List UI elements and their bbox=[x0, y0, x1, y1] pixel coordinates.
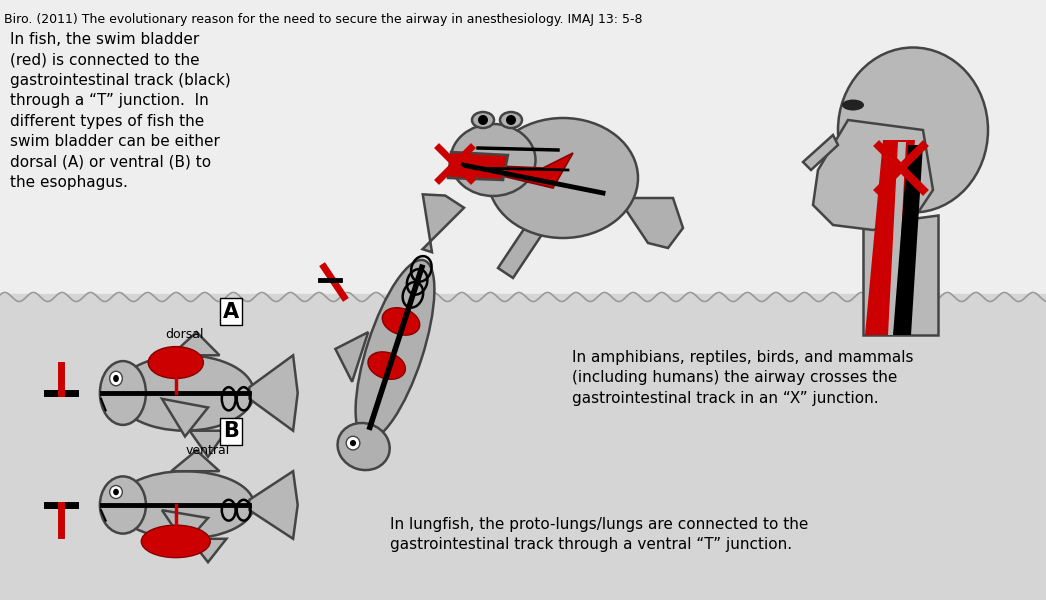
Ellipse shape bbox=[506, 115, 516, 125]
Polygon shape bbox=[893, 145, 923, 335]
Ellipse shape bbox=[346, 436, 360, 450]
Polygon shape bbox=[423, 194, 464, 252]
Polygon shape bbox=[888, 142, 906, 335]
Polygon shape bbox=[336, 332, 368, 382]
Ellipse shape bbox=[842, 100, 864, 110]
Text: B: B bbox=[223, 421, 238, 442]
Ellipse shape bbox=[368, 352, 406, 379]
Ellipse shape bbox=[838, 47, 988, 212]
Polygon shape bbox=[162, 399, 208, 437]
Polygon shape bbox=[249, 355, 298, 431]
Text: In amphibians, reptiles, birds, and mammals
(including humans) the airway crosse: In amphibians, reptiles, birds, and mamm… bbox=[572, 350, 913, 406]
Polygon shape bbox=[189, 431, 226, 457]
Ellipse shape bbox=[116, 471, 254, 539]
Ellipse shape bbox=[116, 355, 254, 431]
Ellipse shape bbox=[500, 112, 522, 128]
Ellipse shape bbox=[356, 260, 434, 440]
Polygon shape bbox=[162, 510, 208, 544]
Polygon shape bbox=[803, 135, 838, 170]
Polygon shape bbox=[172, 332, 220, 355]
Text: A: A bbox=[223, 302, 240, 322]
Ellipse shape bbox=[113, 375, 119, 382]
Ellipse shape bbox=[149, 347, 203, 379]
Ellipse shape bbox=[141, 525, 210, 557]
Ellipse shape bbox=[110, 485, 122, 499]
Ellipse shape bbox=[110, 371, 122, 386]
Text: Biro. (2011) The evolutionary reason for the need to secure the airway in anesth: Biro. (2011) The evolutionary reason for… bbox=[4, 13, 642, 26]
Polygon shape bbox=[448, 152, 508, 180]
Ellipse shape bbox=[100, 361, 145, 425]
Text: dorsal: dorsal bbox=[165, 328, 204, 341]
Ellipse shape bbox=[113, 489, 119, 495]
Polygon shape bbox=[618, 198, 683, 248]
Bar bbox=[0, 0, 1046, 295]
Ellipse shape bbox=[488, 118, 638, 238]
Polygon shape bbox=[865, 140, 915, 335]
Polygon shape bbox=[172, 451, 220, 471]
Polygon shape bbox=[813, 120, 933, 230]
Ellipse shape bbox=[100, 476, 145, 533]
Polygon shape bbox=[863, 215, 938, 335]
Polygon shape bbox=[249, 471, 298, 539]
Polygon shape bbox=[473, 153, 573, 188]
Text: In lungfish, the proto-lungs/lungs are connected to the
gastrointestinal track t: In lungfish, the proto-lungs/lungs are c… bbox=[390, 517, 809, 553]
Text: ventral: ventral bbox=[186, 444, 230, 457]
Bar bbox=[0, 294, 1046, 600]
Ellipse shape bbox=[350, 440, 356, 446]
Ellipse shape bbox=[451, 124, 536, 196]
Polygon shape bbox=[498, 223, 543, 278]
Ellipse shape bbox=[382, 308, 419, 335]
Text: In fish, the swim bladder
(red) is connected to the
gastrointestinal track (blac: In fish, the swim bladder (red) is conne… bbox=[10, 32, 231, 190]
Polygon shape bbox=[189, 539, 226, 562]
Ellipse shape bbox=[478, 115, 488, 125]
Ellipse shape bbox=[338, 423, 390, 470]
Ellipse shape bbox=[472, 112, 494, 128]
